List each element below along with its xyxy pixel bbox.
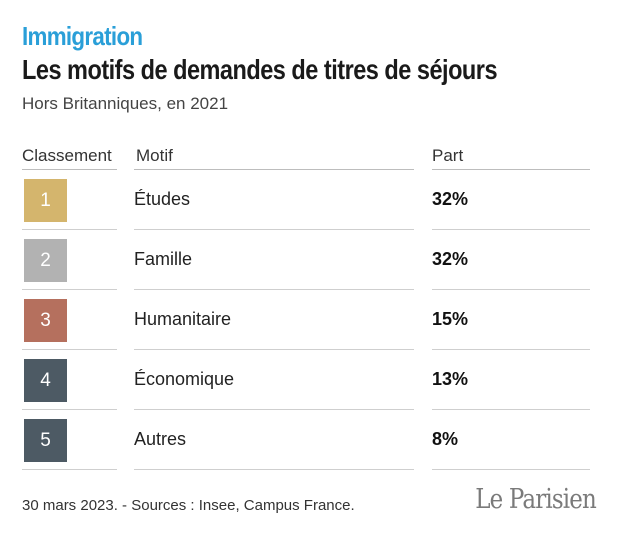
chart-subtitle: Hors Britanniques, en 2021: [22, 94, 229, 113]
motif-label: Autres: [134, 429, 187, 449]
row-divider: [432, 289, 590, 290]
part-value: 15%: [432, 309, 469, 329]
table-row: 3 Humanitaire 15%: [0, 290, 622, 350]
column-header-part: Part: [432, 146, 464, 165]
row-divider: [134, 229, 414, 230]
table-row: 4 Économique 13%: [0, 350, 622, 410]
row-divider: [22, 409, 117, 410]
part-value: 13%: [432, 369, 469, 389]
part-value: 32%: [432, 189, 469, 209]
row-divider: [432, 409, 590, 410]
motif-label: Humanitaire: [134, 309, 232, 329]
row-divider: [134, 469, 414, 470]
rank-badge: 2: [24, 239, 67, 282]
header-divider-motif: [134, 169, 414, 170]
row-divider: [22, 289, 117, 290]
header-divider-part: [432, 169, 590, 170]
rank-badge: 1: [24, 179, 67, 222]
row-divider: [432, 229, 590, 230]
chart-title: Les motifs de demandes de titres de séjo…: [22, 54, 498, 85]
table-row: 5 Autres 8%: [0, 410, 622, 470]
table-row: 2 Famille 32%: [0, 230, 622, 290]
rank-badge: 5: [24, 419, 67, 462]
motif-label: Études: [134, 189, 191, 209]
row-divider: [134, 349, 414, 350]
rank-badge: 4: [24, 359, 67, 402]
motif-label: Économique: [134, 369, 235, 389]
column-header-motif: Motif: [136, 146, 173, 165]
header-divider-rank: [22, 169, 117, 170]
le-parisien-logo: Le Parisien: [475, 484, 597, 515]
kicker-title: Immigration: [22, 21, 143, 51]
row-divider: [22, 349, 117, 350]
source-note: 30 mars 2023. - Sources : Insee, Campus …: [22, 497, 355, 514]
part-value: 8%: [432, 429, 459, 449]
part-value: 32%: [432, 249, 469, 269]
table-row: 1 Études 32%: [0, 170, 622, 230]
column-header-rank: Classement: [22, 146, 112, 165]
row-divider: [22, 469, 117, 470]
row-divider: [134, 289, 414, 290]
row-divider: [134, 409, 414, 410]
row-divider: [432, 349, 590, 350]
row-divider: [432, 469, 590, 470]
rank-badge: 3: [24, 299, 67, 342]
motif-label: Famille: [134, 249, 193, 269]
row-divider: [22, 229, 117, 230]
